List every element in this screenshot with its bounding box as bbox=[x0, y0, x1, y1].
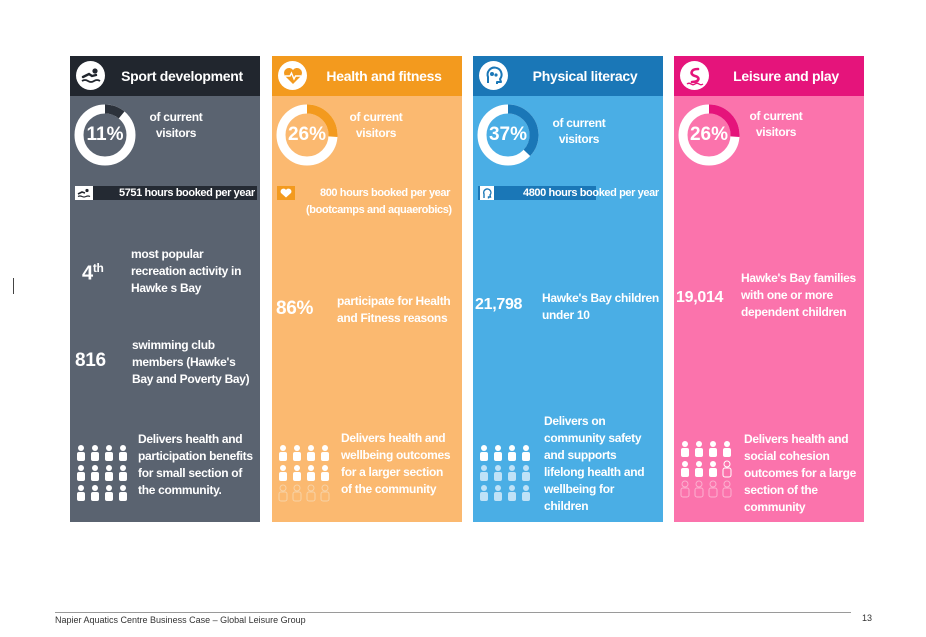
visitors-label: of current visitors bbox=[749, 109, 803, 139]
club-members-value: 816 bbox=[75, 350, 106, 371]
rank-description: most popular recreation activity in Hawk… bbox=[131, 247, 242, 295]
panel-title: Physical literacy bbox=[532, 68, 638, 84]
rank-value: 4th bbox=[82, 261, 104, 286]
visitors-ring-chart bbox=[74, 104, 136, 166]
people-icon-row bbox=[681, 441, 731, 457]
panel-header: Physical literacy bbox=[473, 56, 663, 96]
text-cursor bbox=[13, 278, 14, 294]
people-icon-group bbox=[678, 440, 734, 498]
children-count-description: Hawke's Bay children under 10 bbox=[542, 291, 659, 322]
delivers-text: Delivers health and wellbeing outcomes f… bbox=[341, 431, 451, 496]
families-count-description: Hawke's Bay families with one or more de… bbox=[741, 271, 856, 319]
delivers-text: Delivers health and social cohesion outc… bbox=[744, 432, 857, 514]
participation-description: participate for Health and Fitness reaso… bbox=[337, 294, 451, 325]
people-icon-group bbox=[74, 444, 130, 502]
hours-booked-text: 4800 hours booked per year bbox=[523, 187, 659, 199]
people-icon-row bbox=[77, 445, 127, 461]
panel-title: Leisure and play bbox=[733, 68, 839, 84]
people-icon-row-faded bbox=[680, 480, 732, 498]
panel-sport-development: Sport development 11% of current visitor… bbox=[70, 56, 260, 522]
visitors-ring-chart bbox=[477, 104, 539, 166]
people-icon-group bbox=[477, 444, 533, 502]
swimmer-icon bbox=[76, 61, 105, 90]
heart-icon bbox=[277, 186, 295, 200]
footer-text: Napier Aquatics Centre Business Case – G… bbox=[55, 615, 306, 625]
heart-pulse-icon bbox=[278, 61, 307, 90]
water-slide-icon bbox=[680, 61, 709, 90]
panel-title: Sport development bbox=[121, 68, 243, 84]
delivers-text: Delivers on community safety and support… bbox=[544, 414, 645, 513]
hours-booked-text: 5751 hours booked per year bbox=[119, 187, 255, 199]
panel-leisure-and-play: Leisure and play 26% of current visitors… bbox=[674, 56, 864, 522]
visitors-ring-chart bbox=[276, 104, 338, 166]
panel-header: Sport development bbox=[70, 56, 260, 96]
families-count-value: 19,014 bbox=[676, 289, 724, 306]
people-icon-row-faded bbox=[480, 465, 530, 481]
visitors-percentage: 37% bbox=[488, 124, 528, 145]
children-count-value: 21,798 bbox=[475, 296, 523, 313]
panel-title: Health and fitness bbox=[326, 68, 442, 84]
people-icon-row-faded bbox=[480, 485, 530, 501]
visitors-label: of current visitors bbox=[552, 116, 606, 146]
people-icon-row bbox=[77, 485, 127, 501]
visitors-percentage: 11% bbox=[86, 124, 124, 145]
people-icon-group bbox=[276, 444, 332, 502]
people-icon-row bbox=[681, 460, 732, 478]
rank-suffix: th bbox=[92, 261, 104, 275]
page-number: 13 bbox=[862, 613, 873, 623]
visitors-percentage: 26% bbox=[287, 124, 327, 145]
people-icon-row bbox=[480, 445, 530, 461]
panel-health-and-fitness: Health and fitness 26% of current visito… bbox=[272, 56, 462, 522]
brain-head-icon bbox=[479, 61, 508, 90]
rank-number: 4 bbox=[82, 262, 93, 285]
hours-booked-text: 800 hours booked per year bbox=[320, 187, 450, 199]
visitors-label: of current visitors bbox=[149, 110, 203, 140]
panel-header: Health and fitness bbox=[272, 56, 462, 96]
panel-physical-literacy: Physical literacy 37% of current visitor… bbox=[473, 56, 663, 522]
hours-bar bbox=[478, 186, 596, 200]
delivers-text: Delivers health and participation benefi… bbox=[138, 432, 253, 497]
visitors-label: of current visitors bbox=[349, 110, 403, 140]
people-icon-row-faded bbox=[278, 484, 330, 502]
brain-head-icon bbox=[480, 186, 494, 200]
visitors-percentage: 26% bbox=[689, 124, 729, 145]
hours-bar bbox=[277, 186, 297, 200]
panel-header: Leisure and play bbox=[674, 56, 864, 96]
participation-value: 86% bbox=[276, 298, 314, 319]
club-members-description: swimming club members (Hawke's Bay and P… bbox=[132, 338, 250, 386]
people-icon-row bbox=[77, 465, 127, 481]
visitors-ring-chart bbox=[678, 104, 740, 166]
swimmer-icon bbox=[75, 186, 93, 200]
people-icon-row bbox=[279, 465, 329, 481]
hours-bar: 5751 hours booked per year bbox=[75, 186, 257, 200]
people-icon-row bbox=[279, 445, 329, 461]
hours-booked-subtext: (bootcamps and aquaerobics) bbox=[306, 204, 452, 216]
footer-divider bbox=[55, 612, 851, 613]
